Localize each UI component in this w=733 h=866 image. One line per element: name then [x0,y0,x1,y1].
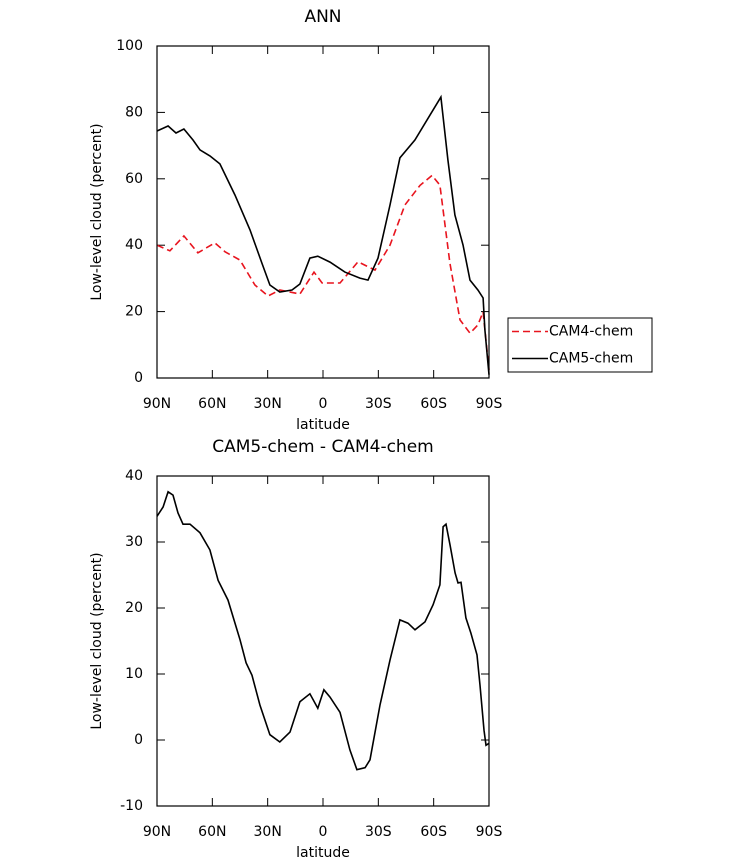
x-tick-label: 0 [319,396,328,412]
plot-frame [156,475,490,807]
y-tick-label: 40 [125,237,143,253]
chart-title: CAM5-chem - CAM4-chem [212,437,433,457]
y-tick-label: 60 [125,171,143,187]
y-tick-label: 100 [116,38,143,54]
x-tick-label: 90N [143,824,171,840]
y-tick-label: 30 [125,534,143,550]
legend-label: CAM5-chem [549,351,633,367]
x-axis-label: latitude [296,417,350,433]
y-tick-label: -10 [120,798,143,814]
y-tick-label: 40 [125,468,143,484]
plot-frame [156,45,490,379]
x-tick-label: 60S [420,396,447,412]
x-tick-label: 30N [254,396,282,412]
x-tick-label: 0 [319,824,328,840]
chart-title: ANN [304,7,341,27]
x-tick-label: 60N [198,824,226,840]
x-tick-label: 90N [143,396,171,412]
y-tick-label: 80 [125,104,143,120]
data-line [156,94,490,375]
data-line [156,174,490,371]
y-tick-label: 20 [125,304,143,320]
y-tick-label: 0 [134,732,143,748]
legend-box [507,317,653,373]
x-tick-label: 30S [365,396,392,412]
x-tick-label: 30S [365,824,392,840]
y-axis-label: Low-level cloud (percent) [89,123,105,300]
x-tick-label: 90S [476,824,503,840]
x-tick-label: 90S [476,396,503,412]
x-tick-label: 60N [198,396,226,412]
x-tick-label: 30N [254,824,282,840]
y-tick-label: 0 [134,370,143,386]
x-tick-label: 60S [420,824,447,840]
legend-label: CAM4-chem [549,324,633,340]
y-tick-label: 10 [125,666,143,682]
data-line [156,490,490,771]
y-axis-label: Low-level cloud (percent) [89,552,105,729]
y-tick-label: 20 [125,600,143,616]
x-axis-label: latitude [296,845,350,861]
